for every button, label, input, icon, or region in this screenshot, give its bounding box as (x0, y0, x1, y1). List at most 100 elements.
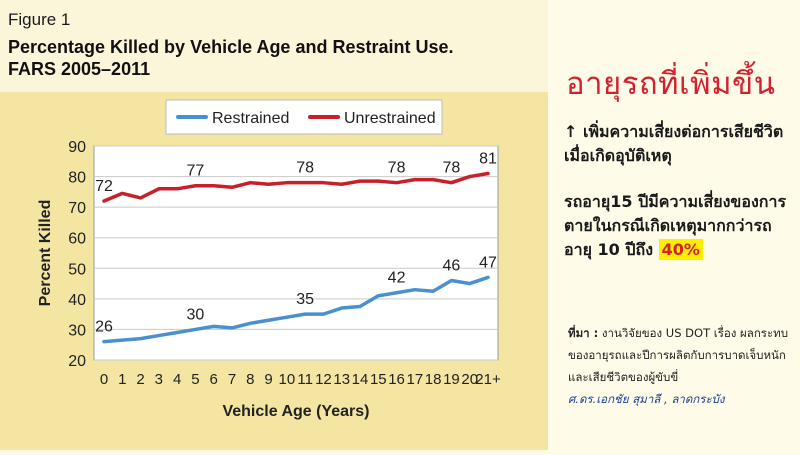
data-label: 78 (388, 160, 406, 177)
data-label: 47 (479, 254, 497, 271)
figure-title-line1: Percentage Killed by Vehicle Age and Res… (8, 37, 454, 57)
data-point (248, 181, 252, 185)
data-point (102, 199, 106, 203)
x-tick-label: 7 (228, 371, 236, 388)
data-label: 78 (443, 160, 461, 177)
data-point (102, 340, 106, 344)
data-point (468, 175, 472, 179)
y-tick-label: 60 (68, 231, 86, 248)
side-panel: อายุรถที่เพิ่มขึ้น ↑ เพิ่มความเสี่ยงต่อก… (548, 0, 800, 450)
plot-background (93, 145, 499, 361)
point-fifteen-year: รถอายุ15 ปีมีความเสี่ยงของการตายในกรณีเก… (564, 190, 794, 262)
source-note: ที่มา : งานวิจัยของ US DOT เรื่อง ผลกระท… (568, 322, 793, 410)
data-point (413, 288, 417, 292)
data-point (395, 291, 399, 295)
x-axis-label: Vehicle Age (Years) (222, 403, 369, 420)
data-label: 81 (479, 151, 497, 168)
data-point (431, 289, 435, 293)
y-tick-label: 30 (68, 322, 86, 339)
data-point (175, 330, 179, 334)
data-point (486, 275, 490, 279)
data-label: 35 (296, 291, 314, 308)
x-tick-label: 19 (443, 371, 460, 388)
data-point (212, 324, 216, 328)
data-point (303, 312, 307, 316)
data-label: 72 (95, 178, 113, 195)
data-point (230, 185, 234, 189)
x-tick-label: 15 (370, 371, 387, 388)
x-tick-label: 3 (155, 371, 163, 388)
point-risk-increase: ↑ เพิ่มความเสี่ยงต่อการเสียชีวิต เมื่อเก… (564, 122, 784, 165)
x-tick-label: 20 (461, 371, 478, 388)
series-line-restrained (102, 275, 490, 344)
x-tick-label: 8 (246, 371, 254, 388)
x-tick-label: 1 (118, 371, 126, 388)
data-point (157, 187, 161, 191)
data-point (358, 179, 362, 183)
x-tick-label: 9 (264, 371, 272, 388)
x-tick-label: 6 (210, 371, 218, 388)
data-point (340, 306, 344, 310)
side-heading: อายุรถที่เพิ่มขึ้น (566, 66, 776, 102)
data-label: 26 (95, 319, 113, 336)
data-label: 46 (443, 258, 461, 275)
y-tick-label: 50 (68, 261, 86, 278)
source-label: ที่มา : (568, 326, 599, 340)
data-point (340, 182, 344, 186)
data-point (267, 182, 271, 186)
figure-title: Percentage Killed by Vehicle Age and Res… (8, 36, 538, 80)
legend-box (165, 99, 443, 135)
data-point (139, 337, 143, 341)
figure-label: Figure 1 (8, 10, 71, 29)
data-point (449, 279, 453, 283)
data-point (248, 321, 252, 325)
x-tick-label: 5 (191, 371, 199, 388)
x-tick-label: 16 (388, 371, 405, 388)
figure-title-line2: FARS 2005–2011 (8, 59, 151, 79)
x-tick-label: 21+ (475, 371, 501, 388)
data-point (285, 315, 289, 319)
data-point (486, 172, 490, 176)
y-tick-label: 40 (68, 292, 86, 309)
figure-panel: Figure 1 Percentage Killed by Vehicle Ag… (0, 0, 548, 450)
data-label: 78 (296, 160, 314, 177)
data-label: 42 (388, 270, 406, 287)
x-tick-label: 17 (407, 371, 424, 388)
x-tick-label: 10 (279, 371, 296, 388)
x-tick-label: 4 (173, 371, 181, 388)
data-point (413, 178, 417, 182)
y-tick-label: 70 (68, 200, 86, 217)
x-tick-label: 2 (136, 371, 144, 388)
x-tick-label: 11 (297, 371, 313, 388)
data-point (431, 178, 435, 182)
data-label: 77 (187, 163, 205, 180)
data-point (358, 305, 362, 308)
data-point (303, 181, 307, 185)
data-point (193, 327, 197, 331)
data-point (267, 318, 271, 322)
data-point (157, 334, 161, 338)
data-point (285, 181, 289, 185)
legend-label: Restrained (212, 110, 289, 127)
data-point (175, 187, 179, 191)
data-point (321, 312, 325, 316)
data-point (468, 282, 472, 286)
data-point (120, 191, 124, 195)
data-point (321, 181, 325, 185)
data-point (139, 196, 143, 200)
y-tick-label: 20 (68, 353, 86, 370)
y-axis-label: Percent Killed (37, 200, 54, 307)
x-tick-label: 14 (352, 371, 369, 388)
x-tick-label: 13 (333, 371, 350, 388)
source-text: งานวิจัยของ US DOT เรื่อง ผลกระทบของอายุ… (568, 326, 789, 384)
series-line-unrestrained (102, 171, 490, 203)
legend-label: Unrestrained (344, 110, 436, 127)
data-label: 30 (187, 306, 205, 323)
x-tick-label: 12 (315, 371, 332, 388)
y-tick-label: 80 (68, 170, 86, 187)
x-tick-label: 0 (100, 371, 108, 388)
chart-area: 20 30 40 50 60 70 80 90 0 1 2 3 4 5 6 7 8 9 10 11 12 13 14 15 16… (0, 92, 548, 450)
y-tick-label: 90 (68, 139, 86, 156)
